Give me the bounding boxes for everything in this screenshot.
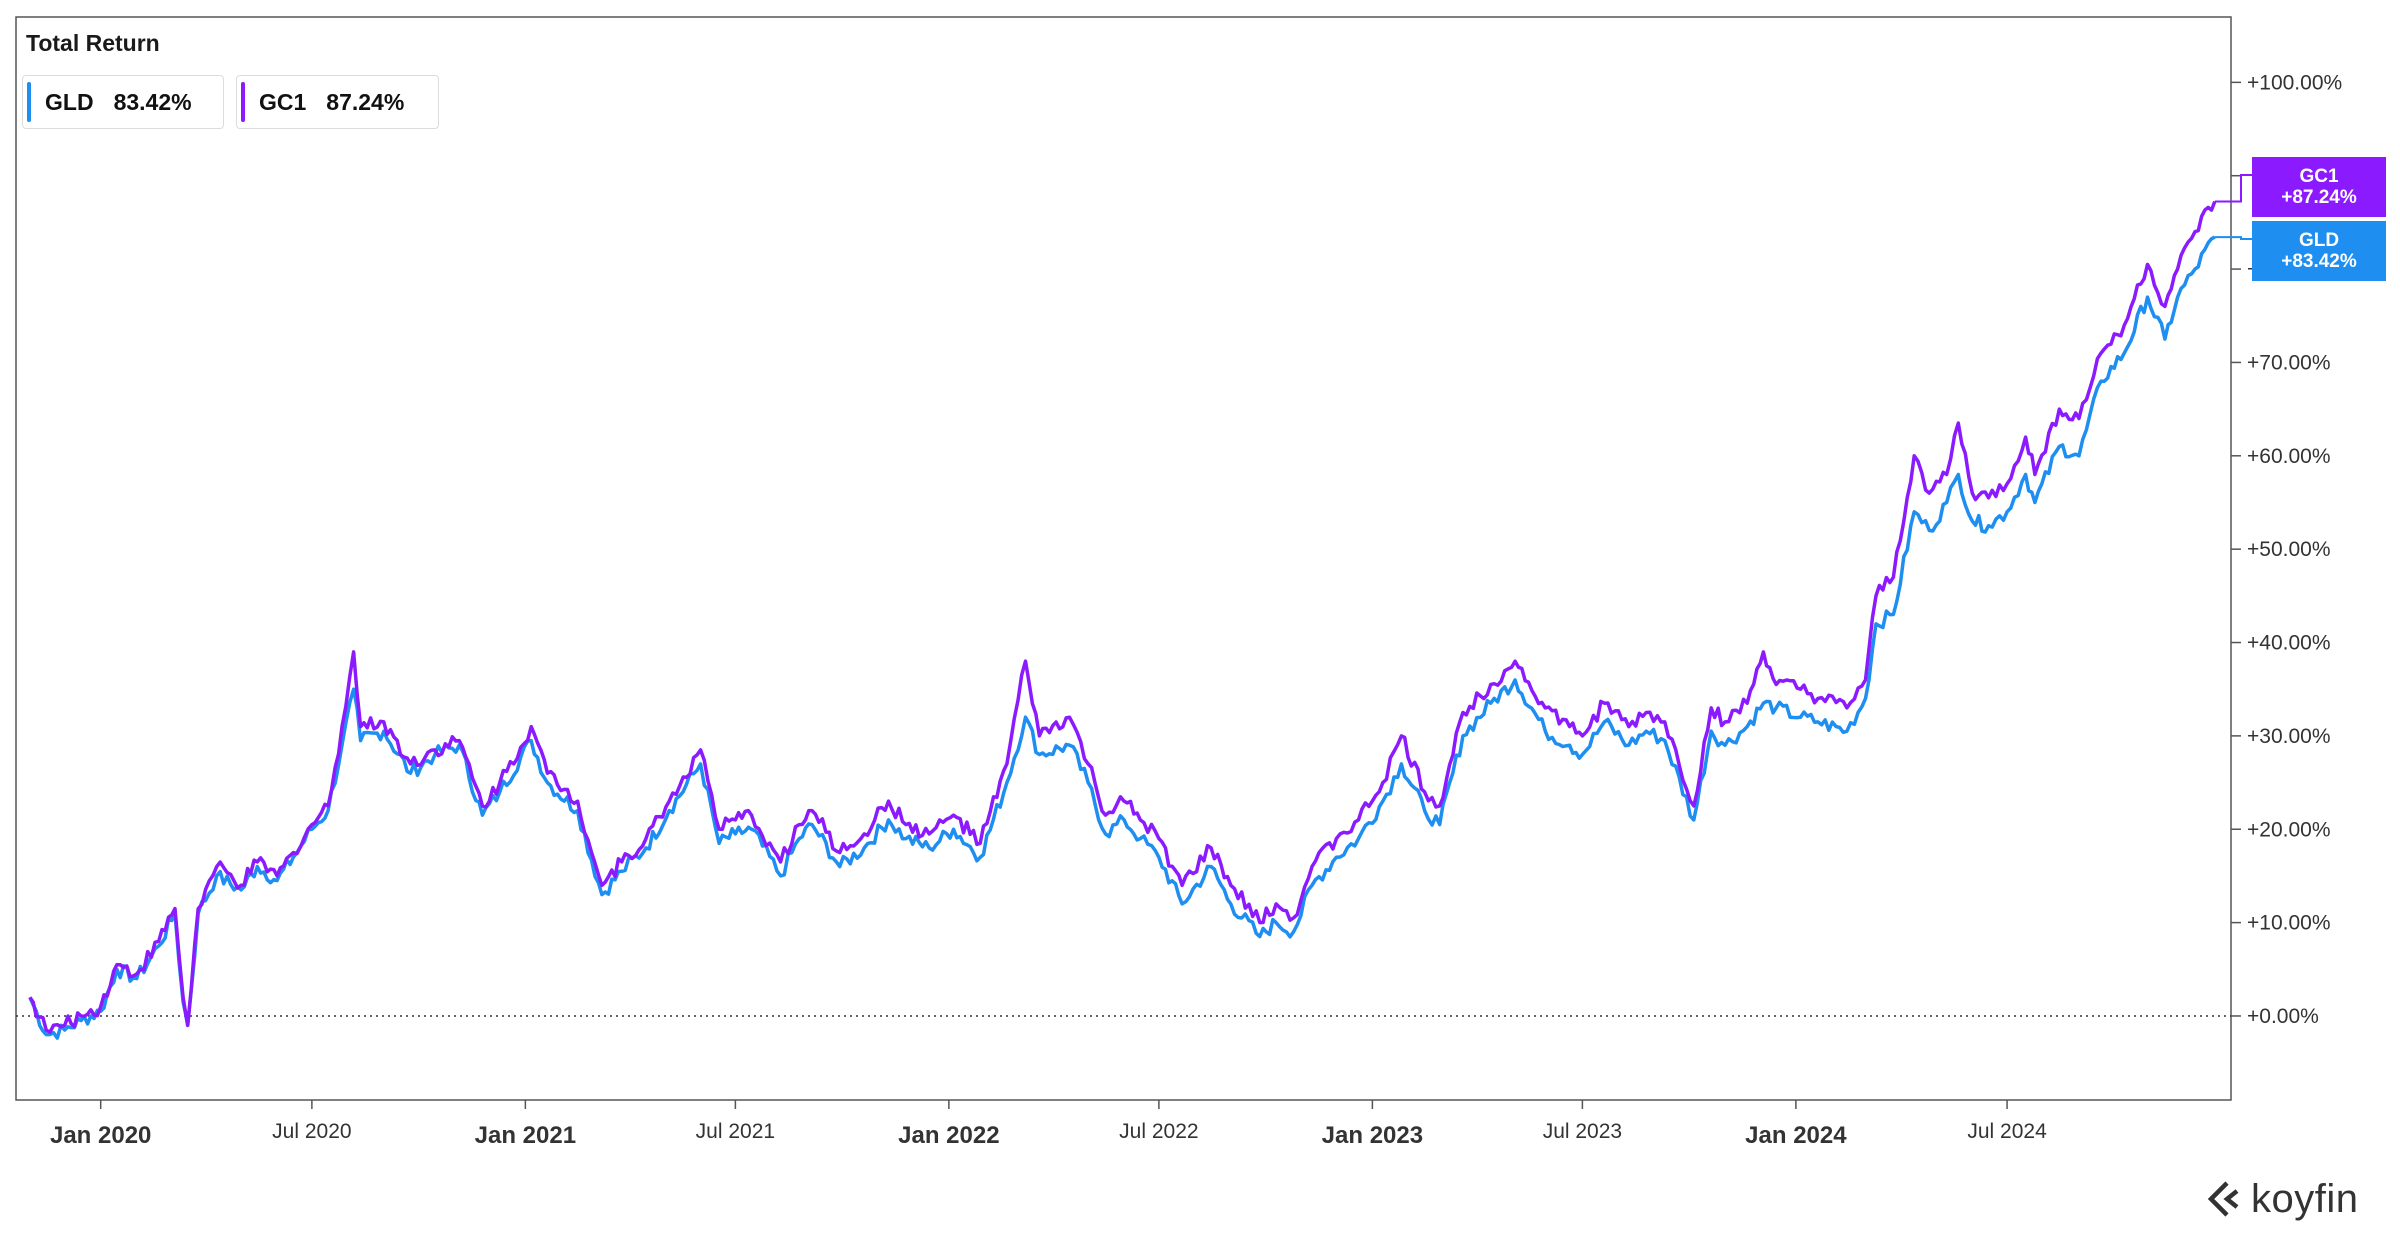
series-line-gc1 (28, 200, 2217, 1035)
x-tick-label: Jul 2024 (1967, 1120, 2047, 1143)
y-tick-label: +30.00% (2247, 725, 2331, 748)
end-label-gc1-name: GC1 (2299, 166, 2339, 187)
x-tick-label: Jul 2020 (272, 1120, 351, 1143)
x-tick-label: Jul 2022 (1119, 1120, 1198, 1143)
y-tick-label: +100.00% (2247, 71, 2342, 94)
y-tick-label: +10.00% (2247, 912, 2331, 935)
connector-gld (2214, 236, 2252, 240)
y-tick-label: +60.00% (2247, 445, 2331, 468)
y-tick-label: +40.00% (2247, 632, 2331, 655)
legend-swatch-gld (27, 82, 31, 122)
x-tick-label: Jul 2021 (696, 1120, 775, 1143)
x-tick-label: Jan 2024 (1745, 1122, 1847, 1149)
end-label-gc1: GC1 +87.24% (2252, 157, 2386, 217)
x-tick-label: Jan 2022 (898, 1122, 999, 1149)
end-label-gld-name: GLD (2298, 230, 2340, 251)
y-tick-label: +70.00% (2247, 351, 2331, 374)
legend-value-gld: 83.42% (113, 88, 192, 115)
koyfin-logo-icon (2207, 1181, 2239, 1217)
y-tick-label: +0.00% (2247, 1005, 2319, 1028)
x-tick-label: Jan 2020 (50, 1122, 151, 1149)
koyfin-logo[interactable]: koyfin (2205, 1174, 2359, 1224)
legend-label-gc1: GC1 (259, 88, 307, 115)
y-tick-label: +50.00% (2247, 538, 2331, 561)
x-tick-label: Jul 2023 (1543, 1120, 1622, 1143)
legend-label-gld: GLD (45, 88, 94, 115)
legend-value-gc1: 87.24% (326, 88, 405, 115)
legend-swatch-gc1 (241, 82, 245, 122)
legend-item-gld[interactable]: GLD 83.42% (22, 75, 224, 129)
end-label-gld: GLD +83.42% (2252, 221, 2386, 281)
connector-gc1 (2214, 174, 2252, 203)
legend-item-gc1[interactable]: GC1 87.24% (236, 75, 439, 129)
chart-title: Total Return (26, 30, 160, 56)
end-label-gld-value: +83.42% (2281, 251, 2357, 272)
y-tick-label: +20.00% (2247, 818, 2331, 841)
x-axis: Jan 2020 Jul 2020 Jan 2021 Jul 2021 Jan 2022… (50, 1100, 2047, 1149)
x-tick-label: Jan 2023 (1322, 1122, 1423, 1149)
end-label-connectors (2214, 174, 2252, 240)
end-label-gc1-value: +87.24% (2281, 187, 2357, 208)
series-line-gld (28, 235, 2216, 1040)
x-tick-label: Jan 2021 (475, 1122, 576, 1149)
plot-frame (15, 16, 2232, 1101)
koyfin-logo-text: koyfin (2251, 1176, 2359, 1221)
series-lines (28, 200, 2217, 1040)
